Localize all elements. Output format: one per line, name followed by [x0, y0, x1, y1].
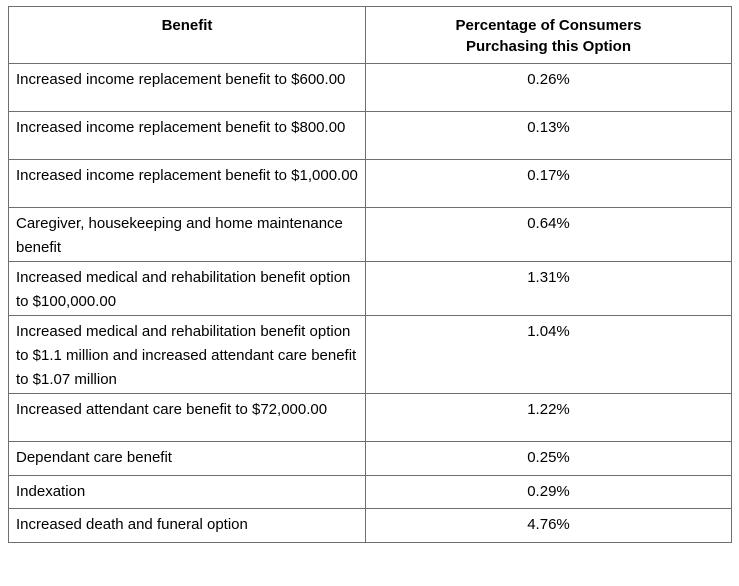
header-percentage: Percentage of Consumers Purchasing this … [365, 6, 732, 64]
benefit-cell: Increased income replacement benefit to … [8, 63, 366, 112]
percentage-cell: 1.22% [365, 393, 732, 442]
benefit-cell: Increased income replacement benefit to … [8, 159, 366, 208]
benefit-cell: Caregiver, housekeeping and home mainten… [8, 207, 366, 262]
percentage-cell: 0.29% [365, 475, 732, 509]
benefit-cell: Dependant care benefit [8, 441, 366, 476]
table-row: Dependant care benefit 0.25% [8, 441, 732, 476]
percentage-cell: 4.76% [365, 508, 732, 543]
benefit-cell: Increased income replacement benefit to … [8, 111, 366, 160]
benefits-table: Benefit Percentage of Consumers Purchasi… [8, 6, 732, 543]
benefit-cell: Increased attendant care benefit to $72,… [8, 393, 366, 442]
benefit-cell: Increased death and funeral option [8, 508, 366, 543]
header-row: Benefit Percentage of Consumers Purchasi… [8, 6, 732, 64]
percentage-cell: 0.25% [365, 441, 732, 476]
table-row: Increased income replacement benefit to … [8, 159, 732, 208]
percentage-cell: 0.13% [365, 111, 732, 160]
table-row: Increased medical and rehabilitation ben… [8, 315, 732, 394]
table-row: Increased income replacement benefit to … [8, 111, 732, 160]
benefit-cell: Indexation [8, 475, 366, 509]
benefit-cell: Increased medical and rehabilitation ben… [8, 315, 366, 394]
percentage-cell: 0.26% [365, 63, 732, 112]
table-row: Increased income replacement benefit to … [8, 63, 732, 112]
percentage-cell: 0.17% [365, 159, 732, 208]
benefit-cell: Increased medical and rehabilitation ben… [8, 261, 366, 316]
table-row: Caregiver, housekeeping and home mainten… [8, 207, 732, 262]
table-row: Increased death and funeral option 4.76% [8, 508, 732, 543]
percentage-cell: 1.04% [365, 315, 732, 394]
table-row: Increased attendant care benefit to $72,… [8, 393, 732, 442]
percentage-cell: 1.31% [365, 261, 732, 316]
table-row: Indexation 0.29% [8, 475, 732, 509]
table-row: Increased medical and rehabilitation ben… [8, 261, 732, 316]
percentage-cell: 0.64% [365, 207, 732, 262]
header-benefit: Benefit [8, 6, 366, 64]
